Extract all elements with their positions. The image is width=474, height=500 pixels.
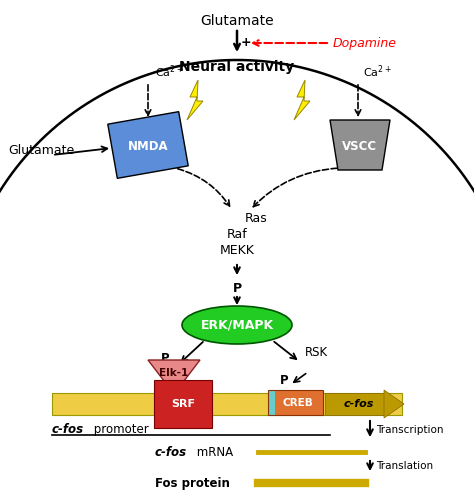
Text: Ca$^{2+}$: Ca$^{2+}$ bbox=[363, 64, 392, 80]
Text: promoter: promoter bbox=[90, 423, 149, 436]
Text: Ca$^{2+}$: Ca$^{2+}$ bbox=[155, 64, 184, 80]
Text: Elk-1: Elk-1 bbox=[159, 368, 189, 378]
Text: P: P bbox=[161, 352, 169, 364]
Text: MEKK: MEKK bbox=[219, 244, 255, 257]
Text: c-fos: c-fos bbox=[155, 446, 187, 458]
Text: P: P bbox=[232, 282, 242, 295]
Text: CREB: CREB bbox=[282, 398, 313, 407]
Text: Glutamate: Glutamate bbox=[200, 14, 274, 28]
Text: Transcription: Transcription bbox=[376, 425, 444, 435]
Text: mRNA: mRNA bbox=[193, 446, 233, 458]
Polygon shape bbox=[148, 360, 200, 394]
Polygon shape bbox=[108, 112, 188, 178]
Text: P: P bbox=[280, 374, 288, 386]
Text: Ras: Ras bbox=[245, 212, 268, 225]
Text: SRF: SRF bbox=[171, 399, 195, 409]
Text: Translation: Translation bbox=[376, 461, 433, 471]
FancyBboxPatch shape bbox=[268, 390, 275, 415]
FancyBboxPatch shape bbox=[154, 380, 212, 428]
Polygon shape bbox=[187, 80, 203, 120]
Text: Neural activity: Neural activity bbox=[180, 60, 294, 74]
Text: c-fos: c-fos bbox=[52, 423, 84, 436]
Text: Glutamate: Glutamate bbox=[8, 144, 74, 156]
Text: c-fos: c-fos bbox=[343, 399, 374, 409]
Text: Raf: Raf bbox=[227, 228, 247, 241]
Text: +: + bbox=[241, 36, 252, 50]
FancyBboxPatch shape bbox=[325, 393, 384, 415]
Text: RSK: RSK bbox=[305, 346, 328, 360]
FancyBboxPatch shape bbox=[52, 393, 402, 415]
Polygon shape bbox=[330, 120, 390, 170]
Polygon shape bbox=[294, 80, 310, 120]
Text: VSCC: VSCC bbox=[342, 140, 378, 153]
Text: Dopamine: Dopamine bbox=[333, 36, 397, 50]
FancyBboxPatch shape bbox=[275, 390, 323, 415]
Text: Fos protein: Fos protein bbox=[155, 476, 230, 490]
Text: ERK/MAPK: ERK/MAPK bbox=[201, 318, 273, 332]
Text: NMDA: NMDA bbox=[128, 140, 168, 153]
Polygon shape bbox=[384, 390, 404, 418]
Ellipse shape bbox=[182, 306, 292, 344]
